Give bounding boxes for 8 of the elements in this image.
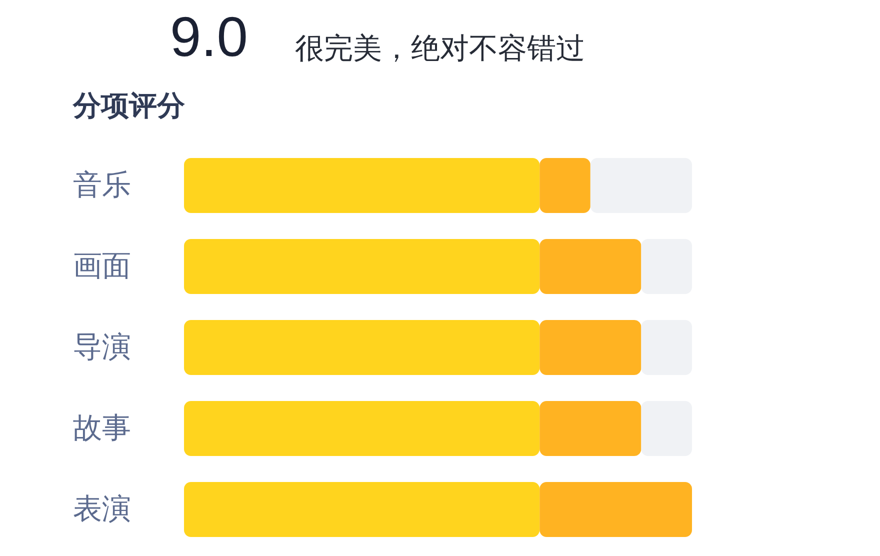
title: 分项评分 [73, 90, 185, 121]
category-label: 音乐 [73, 170, 131, 202]
category-label: 导演 [73, 332, 131, 364]
annotation: 很完美，绝对不容错过 [295, 33, 585, 65]
category-label: 画面 [73, 250, 131, 282]
category-label: 故事 [73, 412, 131, 444]
category-label: 表演 [73, 494, 131, 526]
annotation: 9.0 [170, 5, 248, 68]
